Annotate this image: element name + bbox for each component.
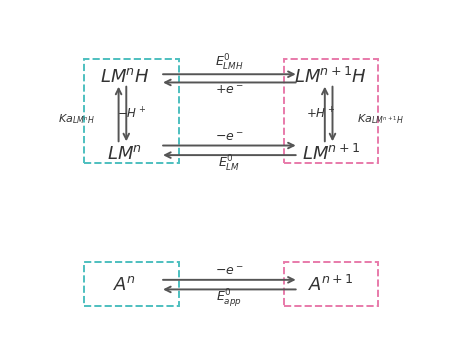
Bar [284, 262, 378, 306]
Bar [84, 262, 179, 306]
Text: $+ H^+$: $+ H^+$ [306, 106, 335, 122]
Text: LM$^n$: LM$^n$ [107, 145, 142, 163]
Text: $- e^-$: $- e^-$ [215, 131, 244, 144]
Text: $Ka_{LM^nH}$: $Ka_{LM^nH}$ [58, 112, 95, 126]
Text: LM$^n$H: LM$^n$H [100, 68, 149, 86]
Text: $E^0_{app}$: $E^0_{app}$ [216, 287, 242, 309]
Text: A$^n$: A$^n$ [113, 276, 136, 294]
Text: $Ka_{LM^{n+1}H}$: $Ka_{LM^{n+1}H}$ [357, 112, 404, 126]
Text: LM$^{n+1}$: LM$^{n+1}$ [302, 144, 360, 164]
Text: $- e^-$: $- e^-$ [215, 265, 244, 278]
Text: $- H^+$: $- H^+$ [117, 106, 146, 122]
Text: A$^{n+1}$: A$^{n+1}$ [308, 275, 354, 295]
Bar [84, 59, 179, 163]
Text: LM$^{n+1}$H: LM$^{n+1}$H [295, 67, 367, 87]
Text: $E^0_{LM}$: $E^0_{LM}$ [218, 154, 240, 174]
Text: $+ e^-$: $+ e^-$ [215, 84, 244, 97]
Text: $E^0_{LMH}$: $E^0_{LMH}$ [215, 53, 244, 73]
Bar [284, 59, 378, 163]
